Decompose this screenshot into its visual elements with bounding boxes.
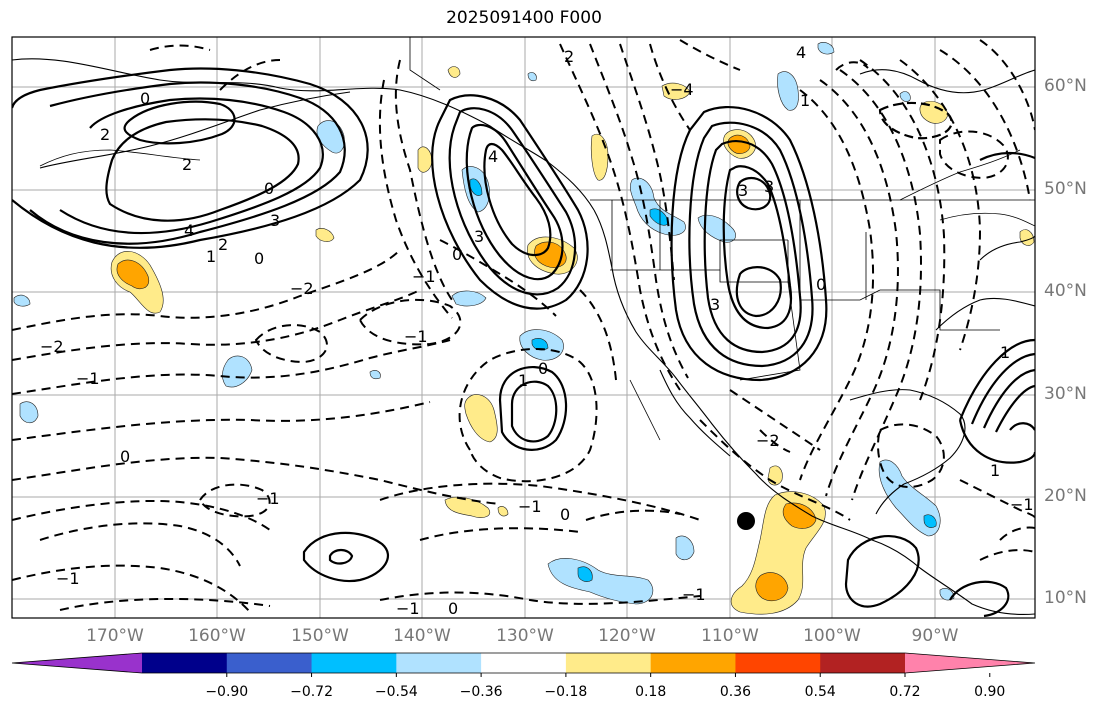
contour-label: −4 [670,80,694,99]
colorbar-tick-label: −0.18 [544,684,588,700]
colorbar-tick-label: 0.18 [635,684,667,700]
lon-label-160w: 160°W [188,626,246,646]
contour-label: 3 [738,181,748,200]
contour-label: 0 [140,89,150,108]
contour-labels: 0 2 4 3 2 1 0 0 2 3 4 0 1 0 3 4 1 2 3 3 … [40,43,1034,618]
contour-label: 3 [474,227,484,246]
contour-label: −2 [756,431,780,450]
contour-label: −2 [290,279,314,298]
colorbar-segment [650,653,736,673]
contour-label: 4 [184,221,194,240]
contour-label: −1 [412,267,436,286]
contour-label: −2 [40,337,64,356]
colorbar-segment [481,653,567,673]
contour-label: 2 [564,47,574,66]
contour-label: 3 [270,211,280,230]
colorbar-segment [226,653,313,673]
colorbar-segment [820,653,906,673]
map-background [12,37,1035,618]
contour-label: 0 [816,275,826,294]
contour-label: −1 [56,569,80,588]
contour-label: 0 [452,245,462,264]
colorbar-segment [565,653,652,673]
lon-label-150w: 150°W [291,626,349,646]
contour-label: 1 [518,371,528,390]
lon-label-110w: 110°W [701,626,759,646]
shaded-anomalies [13,42,1035,615]
contour-label: −1 [518,497,542,516]
colorbar-extension-low [12,653,142,673]
lat-label-10n: 10°N [1044,588,1087,608]
contour-label: 0 [560,505,570,524]
lon-label-120w: 120°W [598,626,656,646]
coastlines [12,37,1035,616]
contour-label: −1 [404,327,428,346]
contour-label: 3 [764,177,774,196]
lon-label-100w: 100°W [803,626,861,646]
colorbar-segment [396,653,482,673]
lat-label-60n: 60°N [1044,76,1087,96]
colorbar-tick-label: 0.72 [889,684,921,700]
contour-label: −1 [76,369,100,388]
colorbar-segment [311,653,397,673]
contour-label: 4 [796,43,806,62]
map-title: 2025091400 F000 [446,8,602,28]
lon-label-140w: 140°W [393,626,451,646]
contour-label: 3 [710,295,720,314]
lon-label-170w: 170°W [86,626,144,646]
contour-label: 1 [800,91,810,110]
positive-contours [12,67,1035,618]
contour-label: 2 [182,155,192,174]
contour-label: 1 [990,461,1000,480]
colorbar-extension-high [905,653,1035,673]
colorbar-segment [735,653,821,673]
lat-label-50n: 50°N [1044,179,1087,199]
colorbar-tick-label: −0.72 [290,684,333,700]
colorbar-segment [142,653,228,673]
colorbar-tick-label: 0.54 [804,684,836,700]
contour-label: 2 [218,235,228,254]
lat-label-20n: 20°N [1044,486,1087,506]
contour-label: −1 [396,599,420,618]
contour-label: 1 [206,247,216,266]
contour-label: −1 [256,489,280,508]
contour-label: 0 [120,447,130,466]
colorbar-tick-label: 0.90 [974,684,1006,700]
contour-label: 1 [1000,343,1010,362]
colorbar-tick-label: −0.90 [205,684,249,700]
colorbar-tick-label: 0.36 [719,684,752,700]
contour-label: 0 [254,249,264,268]
colorbar-outline [11,652,1036,674]
lat-label-40n: 40°N [1044,281,1087,301]
contour-label: −1 [682,585,706,604]
lon-label-130w: 130°W [496,626,554,646]
contour-label: 0 [538,359,548,378]
location-marker [737,512,755,530]
colorbar-tick-label: −0.54 [374,684,418,700]
colorbar-tick-label: −0.36 [459,684,503,700]
contour-label: −1 [1010,495,1034,514]
negative-contours [12,39,1035,613]
lon-label-90w: 90°W [911,626,959,646]
map-frame [11,36,1036,619]
colorbar [11,652,1036,677]
contour-label: 0 [264,179,274,198]
lat-label-30n: 30°N [1044,384,1087,404]
contour-label: 0 [448,599,458,618]
contour-label: 2 [100,125,110,144]
contour-label: 4 [488,147,498,166]
